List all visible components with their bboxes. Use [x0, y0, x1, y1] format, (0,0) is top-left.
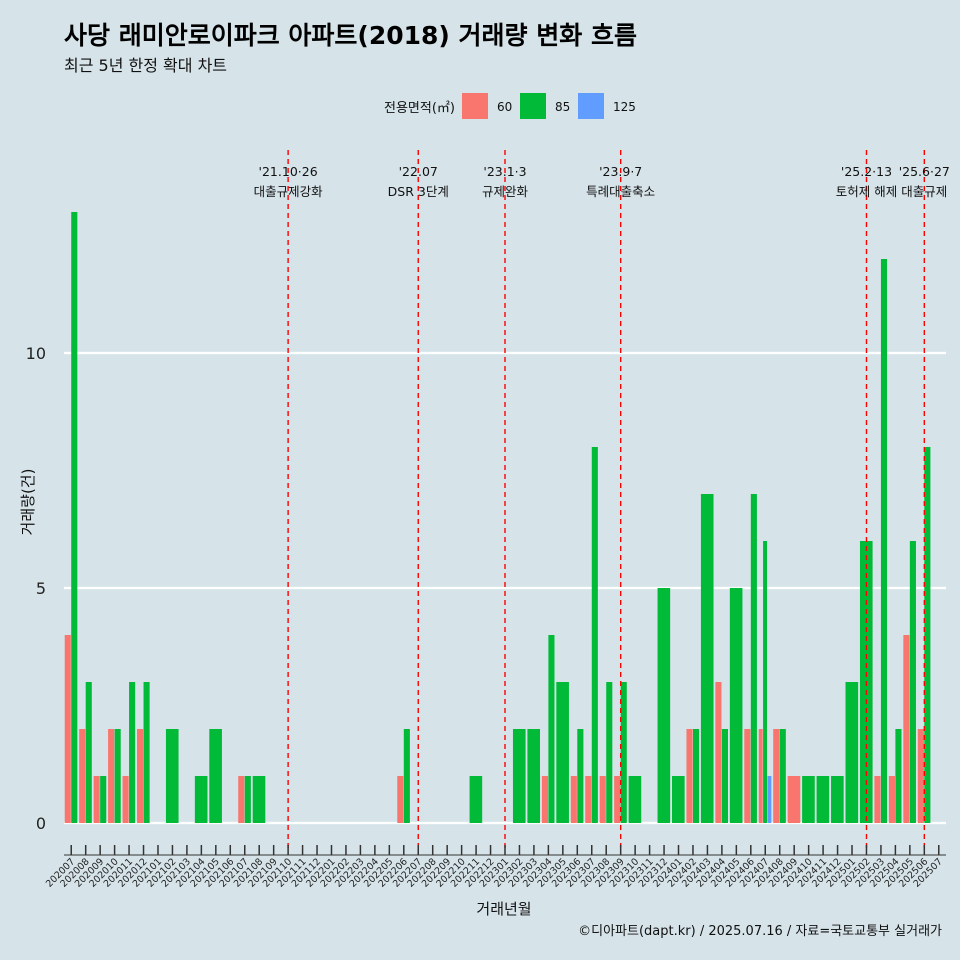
bar-60-202007 [64, 635, 71, 823]
bar-60-202011 [122, 776, 129, 823]
bar-85-202211 [469, 776, 483, 823]
bar-85-202501 [845, 682, 859, 823]
bar-60-202406 [744, 729, 751, 823]
bar-85-202403 [700, 494, 714, 823]
bar-85-202310 [628, 776, 642, 823]
bar-60-202008 [79, 729, 86, 823]
bar-85-202312 [657, 588, 671, 823]
bar-60-202404 [715, 682, 722, 823]
bar-85-202402 [692, 729, 700, 823]
legend-swatch-60 [462, 93, 488, 119]
bar-85-202406 [750, 494, 757, 823]
bar-85-202401 [672, 776, 685, 823]
bar-60-202010 [108, 729, 115, 823]
event-label: 토허제 해제 [836, 184, 897, 199]
bar-60-202308 [599, 776, 606, 823]
bar-85-202307 [591, 447, 598, 823]
bar-60-202309 [614, 776, 621, 823]
chart-subtitle: 최근 5년 한정 확대 차트 [64, 56, 228, 75]
bars-layer [64, 212, 931, 823]
bar-85-202011 [129, 682, 136, 823]
bar-60-202505 [903, 635, 910, 823]
bar-60-202306 [570, 776, 577, 823]
bar-85-202008 [85, 682, 92, 823]
bar-85-202012 [143, 682, 150, 823]
bar-125-202407 [767, 776, 772, 823]
bar-85-202410 [802, 776, 815, 823]
bar-85-202010 [114, 729, 121, 823]
bar-85-202405 [729, 588, 743, 823]
bar-85-202206 [403, 729, 410, 823]
legend-swatch-85 [520, 93, 546, 119]
bar-60-202009 [93, 776, 100, 823]
x-axis: 2020072020082020092020102020112020122021… [44, 845, 946, 890]
legend-title: 전용면적(㎡) [384, 101, 455, 116]
bar-60-202503 [874, 776, 881, 823]
bar-85-202407 [763, 541, 768, 823]
bar-85-202104 [194, 776, 208, 823]
bar-85-202306 [577, 729, 584, 823]
legend-label-60: 60 [497, 100, 512, 114]
bar-85-202303 [527, 729, 541, 823]
event-label: 대출규제강화 [254, 184, 324, 199]
event-date: '25.2·13 [841, 164, 892, 179]
bar-85-202408 [779, 729, 786, 823]
event-date: '22.07 [399, 164, 438, 179]
bar-60-202407 [758, 729, 763, 823]
bar-60-202307 [585, 776, 592, 823]
bar-60-202409 [787, 776, 801, 823]
bar-85-202309 [620, 682, 627, 823]
bar-85-202304 [548, 635, 555, 823]
bar-60-202408 [773, 729, 780, 823]
legend: 전용면적(㎡) 60 85 125 [384, 93, 636, 119]
bar-85-202412 [831, 776, 844, 823]
y-axis-label: 거래량(건) [19, 469, 37, 536]
x-axis-label: 거래년월 [476, 900, 531, 918]
bar-85-202305 [556, 682, 569, 823]
bar-85-202505 [909, 541, 916, 823]
y-tick-label: 10 [26, 344, 46, 363]
y-tick-label: 5 [36, 579, 46, 598]
bar-85-202009 [100, 776, 107, 823]
y-tick-label: 0 [36, 814, 46, 833]
bar-60-202504 [888, 776, 895, 823]
bar-85-202411 [816, 776, 830, 823]
bar-85-202102 [165, 729, 179, 823]
event-date: '21.10·26 [259, 164, 318, 179]
event-date: '25.6·27 [899, 164, 950, 179]
bar-85-202007 [71, 212, 78, 823]
bar-60-202304 [541, 776, 548, 823]
event-label: 특례대출축소 [586, 184, 655, 199]
bar-85-202107 [244, 776, 251, 823]
legend-label-85: 85 [555, 100, 570, 114]
bar-60-202402 [686, 729, 693, 823]
event-label: 대출규제 [901, 184, 947, 199]
bar-60-202206 [397, 776, 404, 823]
event-label: DSR 3단계 [388, 184, 449, 199]
event-label: 규제완화 [482, 184, 529, 199]
bar-85-202108 [252, 776, 266, 823]
source-caption: ©디아파트(dapt.kr) / 2025.07.16 / 자료=국토교통부 실… [578, 924, 942, 939]
bar-85-202506 [924, 447, 931, 823]
bar-85-202504 [895, 729, 902, 823]
event-date: '23.1·3 [483, 164, 526, 179]
bar-85-202105 [209, 729, 222, 823]
events-layer: '21.10·26 대출규제강화 '22.07 DSR 3단계 '23.1·3 규제완화 '… [254, 150, 950, 850]
bar-60-202506 [917, 729, 924, 823]
bar-60-202012 [137, 729, 144, 823]
bar-60-202107 [238, 776, 245, 823]
y-axis: 0 5 10 [26, 344, 46, 833]
bar-85-202308 [606, 682, 613, 823]
legend-label-125: 125 [613, 100, 636, 114]
event-date: '23.9·7 [599, 164, 642, 179]
bar-85-202302 [512, 729, 526, 823]
legend-swatch-125 [578, 93, 604, 119]
bar-85-202503 [880, 259, 888, 823]
bar-85-202404 [721, 729, 728, 823]
chart-title: 사당 래미안로이파크 아파트(2018) 거래량 변화 흐름 [64, 21, 637, 50]
